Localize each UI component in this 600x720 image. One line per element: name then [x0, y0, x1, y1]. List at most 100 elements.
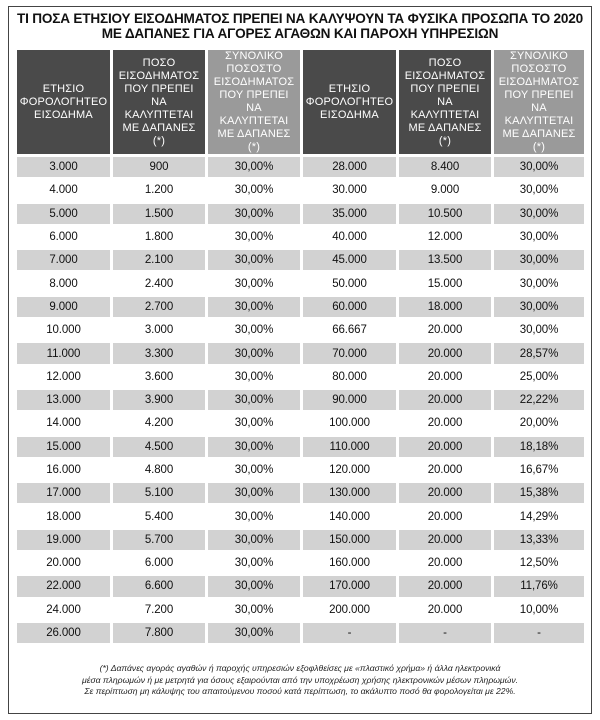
income-cell: 3.000	[17, 157, 110, 178]
income-cell: 7.000	[17, 250, 110, 271]
header-line: (*)	[152, 134, 166, 147]
amount-cell: 1.500	[113, 203, 205, 224]
percentage-cell: 10,00%	[494, 599, 584, 620]
header-line: ΜΕ ΔΑΠΑΝΕΣ	[217, 128, 291, 140]
percentage-cell: 30,00%	[494, 180, 584, 201]
page-title: ΤΙ ΠΟΣΑ ΕΤΗΣΙΟΥ ΕΙΣΟΔΗΜΑΤΟΣ ΠΡΕΠΕΙ ΝΑ ΚΑ…	[9, 7, 591, 47]
table-row: 5.000 1.500 30,00% 35.000 10.500 30,00%	[17, 203, 584, 224]
table-row: 16.000 4.800 30,00% 120.000 20.000 16,67%	[17, 459, 584, 481]
income-cell: 150.000	[303, 529, 396, 551]
header-line: ΚΑΛΥΠΤΕΤΑΙ	[504, 115, 574, 127]
header-line: ΕΤΗΣΙΟ	[42, 82, 85, 95]
header-line: ΠΟΣΟΣΤΟ	[511, 63, 567, 75]
amount-cell: 3.900	[113, 389, 205, 411]
amount-cell: 2.700	[113, 296, 205, 318]
table-row: 12.000 3.600 30,00% 80.000 20.000 25,00%	[17, 366, 584, 387]
income-cell: 160.000	[303, 553, 396, 574]
income-cell: 120.000	[303, 459, 396, 481]
percentage-cell: 30,00%	[208, 576, 300, 597]
table-row: 11.000 3.300 30,00% 70.000 20.000 28,57%	[17, 343, 584, 364]
percentage-cell: 30,00%	[208, 389, 300, 411]
percentage-cell: 30,00%	[208, 203, 300, 224]
amount-cell: 8.400	[399, 157, 491, 178]
table-row: 7.000 2.100 30,00% 45.000 13.500 30,00%	[17, 250, 584, 271]
income-cell: 10.000	[17, 320, 110, 341]
amount-cell: 20.000	[399, 529, 491, 551]
header-line: ΠΟΣΟ	[142, 56, 176, 69]
title-line-2: ΜΕ ΔΑΠΑΝΕΣ ΓΙΑ ΑΓΟΡΕΣ ΑΓΑΘΩΝ ΚΑΙ ΠΑΡΟΧΗ …	[101, 26, 499, 41]
amount-cell: 6.600	[113, 576, 205, 597]
header-percentage: ΣΥΝΟΛΙΚΟ ΠΟΣΟΣΤΟ ΕΙΣΟΔΗΜΑΤΟΣ ΠΟΥ ΠΡΕΠΕΙ ΝΑ Κ…	[208, 50, 300, 154]
header-line: ΝΑ	[151, 95, 167, 108]
header-line: ΜΕ ΔΑΠΑΝΕΣ	[502, 128, 576, 140]
income-cell: 26.000	[17, 622, 110, 644]
income-cell: 110.000	[303, 436, 396, 457]
amount-cell: 1.200	[113, 180, 205, 201]
header-line: ΠΟΥ ΠΡΕΠΕΙ	[410, 82, 480, 95]
income-cell: -	[303, 622, 396, 644]
header-line: (*)	[247, 141, 261, 153]
header-income: ΕΤΗΣΙΟ ΦΟΡΟΛΟΓΗΤΕΟ ΕΙΣΟΔΗΜΑ	[17, 50, 110, 154]
amount-cell: 1.800	[113, 226, 205, 248]
table-frame: ΤΙ ΠΟΣΑ ΕΤΗΣΙΟΥ ΕΙΣΟΔΗΜΑΤΟΣ ΠΡΕΠΕΙ ΝΑ ΚΑ…	[8, 6, 592, 714]
table-row: 13.000 3.900 30,00% 90.000 20.000 22,22%	[17, 389, 584, 411]
income-table: ΕΤΗΣΙΟ ΦΟΡΟΛΟΓΗΤΕΟ ΕΙΣΟΔΗΜΑ ΠΟΣΟ ΕΙΣΟΔΗΜΑΤΟ…	[14, 47, 587, 646]
amount-cell: 20.000	[399, 366, 491, 387]
amount-cell: 4.800	[113, 459, 205, 481]
amount-cell: 6.000	[113, 553, 205, 574]
percentage-cell: 30,00%	[494, 226, 584, 248]
percentage-cell: 12,50%	[494, 553, 584, 574]
amount-cell: 20.000	[399, 343, 491, 364]
amount-cell: 7.200	[113, 599, 205, 620]
header-line: (*)	[438, 134, 452, 147]
income-cell: 6.000	[17, 226, 110, 248]
percentage-cell: 30,00%	[494, 273, 584, 294]
percentage-cell: 30,00%	[208, 250, 300, 271]
table-row: 4.000 1.200 30,00% 30.000 9.000 30,00%	[17, 180, 584, 201]
amount-cell: 20.000	[399, 506, 491, 527]
header-line: ΕΤΗΣΙΟ	[328, 82, 371, 95]
amount-cell: 5.400	[113, 506, 205, 527]
amount-cell: 20.000	[399, 320, 491, 341]
header-line: ΣΥΝΟΛΙΚΟ	[510, 50, 568, 62]
header-line: ΜΕ ΔΑΠΑΝΕΣ	[408, 121, 482, 134]
percentage-cell: 30,00%	[494, 296, 584, 318]
percentage-cell: 30,00%	[208, 226, 300, 248]
header-amount: ΠΟΣΟ ΕΙΣΟΔΗΜΑΤΟΣ ΠΟΥ ΠΡΕΠΕΙ ΝΑ ΚΑΛΥΠΤΕΤΑΙ ΜΕ …	[399, 50, 491, 154]
table-row: 17.000 5.100 30,00% 130.000 20.000 15,38%	[17, 483, 584, 504]
percentage-cell: 13,33%	[494, 529, 584, 551]
income-cell: 13.000	[17, 389, 110, 411]
amount-cell: 12.000	[399, 226, 491, 248]
income-cell: 9.000	[17, 296, 110, 318]
income-cell: 70.000	[303, 343, 396, 364]
footnote-line: μέσα πληρωμών ή με μετρητά για όσους εξα…	[81, 674, 519, 685]
table-row: 6.000 1.800 30,00% 40.000 12.000 30,00%	[17, 226, 584, 248]
amount-cell: 9.000	[399, 180, 491, 201]
income-cell: 40.000	[303, 226, 396, 248]
percentage-cell: 14,29%	[494, 506, 584, 527]
header-line: ΕΙΣΟΔΗΜΑΤΟΣ	[213, 76, 295, 88]
income-cell: 60.000	[303, 296, 396, 318]
header-line: ΕΙΣΟΔΗΜΑ	[34, 108, 93, 121]
header-line: ΦΟΡΟΛΟΓΗΤΕΟ	[305, 95, 394, 108]
header-line: ΚΑΛΥΠΤΕΤΑΙ	[219, 115, 289, 127]
income-cell: 170.000	[303, 576, 396, 597]
header-line: ΣΥΝΟΛΙΚΟ	[225, 50, 283, 62]
percentage-cell: 30,00%	[208, 553, 300, 574]
income-cell: 30.000	[303, 180, 396, 201]
income-cell: 80.000	[303, 366, 396, 387]
income-cell: 45.000	[303, 250, 396, 271]
income-cell: 22.000	[17, 576, 110, 597]
amount-cell: 20.000	[399, 576, 491, 597]
title-line-1: ΤΙ ΠΟΣΑ ΕΤΗΣΙΟΥ ΕΙΣΟΔΗΜΑΤΟΣ ΠΡΕΠΕΙ ΝΑ ΚΑ…	[17, 11, 583, 26]
percentage-cell: 16,67%	[494, 459, 584, 481]
income-cell: 90.000	[303, 389, 396, 411]
header-line: ΠΟΥ ΠΡΕΠΕΙ ΝΑ	[219, 89, 289, 114]
income-cell: 11.000	[17, 343, 110, 364]
percentage-cell: 30,00%	[208, 296, 300, 318]
income-cell: 5.000	[17, 203, 110, 224]
percentage-cell: 25,00%	[494, 366, 584, 387]
percentage-cell: 30,00%	[208, 413, 300, 434]
amount-cell: 10.500	[399, 203, 491, 224]
header-line: ΦΟΡΟΛΟΓΗΤΕΟ	[19, 95, 108, 108]
